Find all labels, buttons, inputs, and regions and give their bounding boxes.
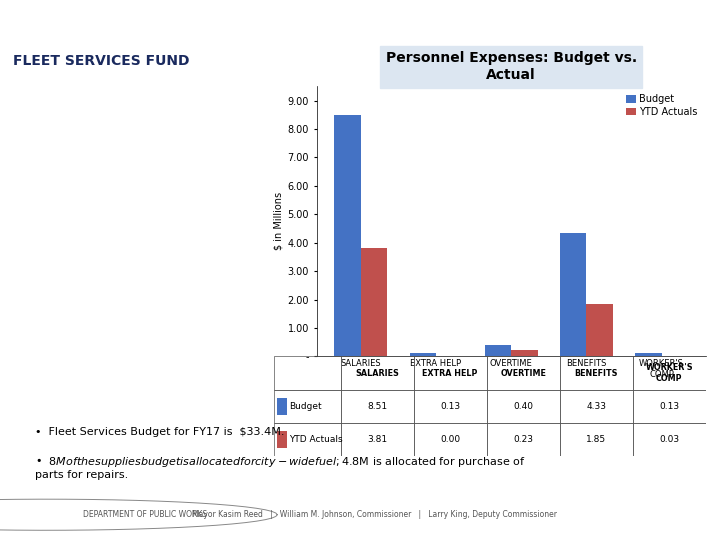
Text: FLEET SERVICES FUND: FLEET SERVICES FUND: [13, 55, 189, 68]
Text: 0.13: 0.13: [440, 402, 460, 411]
Bar: [560, 233, 586, 356]
Bar: [487, 356, 559, 390]
Bar: [335, 114, 361, 356]
Bar: [511, 350, 538, 356]
Legend: Budget, YTD Actuals: Budget, YTD Actuals: [623, 91, 701, 120]
Bar: [274, 423, 341, 456]
Text: WORKER'S
COMP: WORKER'S COMP: [645, 363, 693, 383]
Text: Budget: Budget: [289, 402, 322, 411]
Bar: [633, 390, 706, 423]
Text: Mayor Kasim Reed   |   William M. Johnson, Commissioner   |   Larry King, Deputy: Mayor Kasim Reed | William M. Johnson, C…: [192, 510, 557, 519]
Text: BENEFITS: BENEFITS: [575, 368, 618, 377]
Bar: [559, 390, 633, 423]
Bar: [410, 353, 436, 356]
Text: 0.00: 0.00: [440, 435, 460, 444]
Bar: [487, 423, 559, 456]
Bar: [274, 356, 341, 390]
Bar: [633, 356, 706, 390]
Text: 8.51: 8.51: [367, 402, 387, 411]
Bar: [485, 345, 511, 356]
Text: EXTRA HELP: EXTRA HELP: [423, 368, 478, 377]
Text: •  $8M of the supplies budget is allocated for city-wide fuel; $4.8M is allocate: • $8M of the supplies budget is allocate…: [35, 455, 526, 481]
Bar: [413, 390, 487, 423]
Bar: [341, 356, 413, 390]
Text: 0.40: 0.40: [513, 402, 533, 411]
Text: FINANCIAL MANAGEMENT: FINANCIAL MANAGEMENT: [240, 13, 480, 31]
Text: OVERTIME: OVERTIME: [500, 368, 546, 377]
Text: 0.13: 0.13: [659, 402, 679, 411]
Bar: [277, 431, 287, 448]
Title: Personnel Expenses: Budget vs.
Actual: Personnel Expenses: Budget vs. Actual: [386, 51, 636, 83]
Bar: [559, 356, 633, 390]
Bar: [633, 423, 706, 456]
Text: SALARIES: SALARIES: [355, 368, 399, 377]
Bar: [635, 353, 662, 356]
Text: 3.81: 3.81: [367, 435, 387, 444]
Bar: [413, 356, 487, 390]
Text: 0.03: 0.03: [659, 435, 679, 444]
Bar: [341, 423, 413, 456]
Bar: [586, 304, 613, 356]
Bar: [662, 355, 688, 356]
Text: •  Fleet Services Budget for FY17 is  $33.4M.: • Fleet Services Budget for FY17 is $33.…: [35, 427, 284, 437]
Bar: [341, 390, 413, 423]
Bar: [413, 423, 487, 456]
Text: 4.33: 4.33: [586, 402, 606, 411]
Bar: [361, 248, 387, 356]
Text: 0.23: 0.23: [513, 435, 533, 444]
Text: YTD Actuals: YTD Actuals: [289, 435, 343, 444]
Bar: [559, 423, 633, 456]
Text: 1.85: 1.85: [586, 435, 606, 444]
Bar: [277, 398, 287, 415]
Bar: [487, 390, 559, 423]
Text: DEPARTMENT OF PUBLIC WORKS: DEPARTMENT OF PUBLIC WORKS: [83, 510, 207, 519]
Y-axis label: $ in Millions: $ in Millions: [274, 192, 284, 251]
Bar: [274, 390, 341, 423]
